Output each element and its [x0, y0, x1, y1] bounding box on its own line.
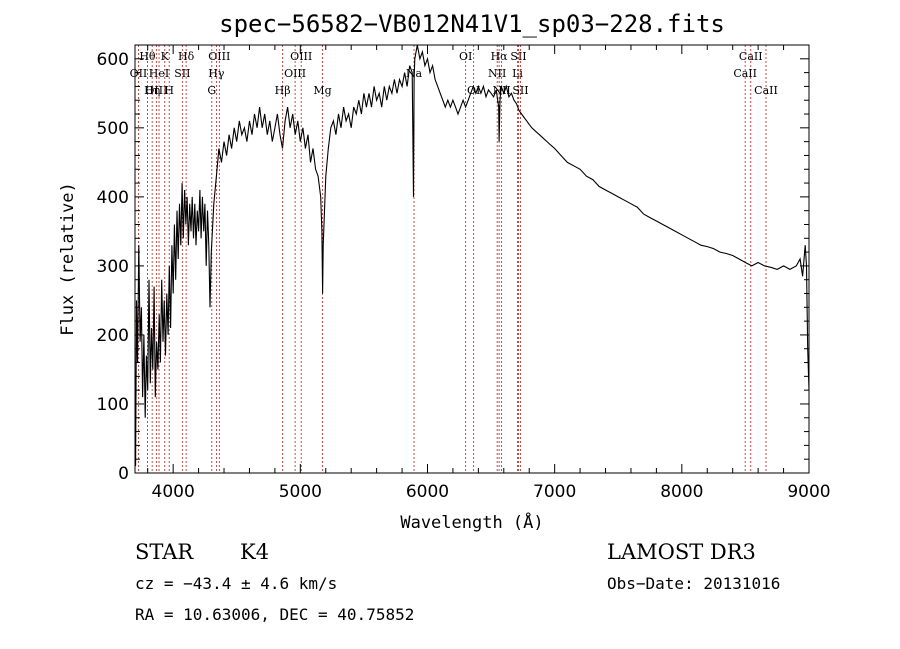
x-tick-label: 8000	[660, 482, 703, 502]
line-label-5: Hη	[144, 84, 160, 97]
line-label-1: OII	[130, 67, 148, 80]
spectrum-series	[135, 44, 810, 467]
line-label-3: K	[161, 50, 170, 63]
x-tick-label: 7000	[533, 482, 576, 502]
line-label-19: Hα	[491, 50, 509, 63]
line-label-7: SII	[174, 67, 190, 80]
line-label-20: SII	[510, 50, 526, 63]
series-line-flux	[135, 44, 810, 467]
line-label-26: CaII	[733, 67, 757, 80]
line-label-11: G	[207, 84, 216, 97]
y-tick-label: 200	[97, 326, 129, 346]
sky-coordinates: RA = 10.63006, DEC = 40.75852	[135, 605, 414, 624]
x-tick-label: 4000	[152, 482, 195, 502]
line-label-15: Mg	[313, 84, 331, 97]
line-label-8: H	[164, 84, 174, 97]
line-label-21: NII	[488, 67, 506, 80]
x-axis-ticks: 4000 5000 6000 7000 8000 9000	[147, 45, 831, 502]
y-axis-ticks: 0 100 200 300 400 500 600	[97, 44, 809, 484]
line-label-17: OI	[459, 50, 472, 63]
chart-title: spec−56582−VB012N41V1_sp03−228.fits	[219, 10, 725, 38]
y-tick-label: 500	[97, 119, 129, 139]
line-label-6: Hδ	[178, 50, 195, 63]
line-label-27: CaII	[754, 84, 778, 97]
object-class: STAR	[135, 540, 194, 564]
y-axis-label: Flux (relative)	[58, 182, 78, 336]
plot-frame	[134, 44, 810, 474]
line-label-22: Li	[512, 67, 523, 80]
x-tick-label: 6000	[406, 482, 449, 502]
line-label-4: HeI	[149, 67, 169, 80]
line-label-0: Hθ	[139, 50, 156, 63]
redshift-readout: cz = −43.4 ± 4.6 km/s	[135, 574, 337, 593]
object-subclass: K4	[240, 540, 269, 564]
line-label-25: CaII	[739, 50, 763, 63]
line-label-14: Hβ	[275, 84, 291, 97]
x-axis-label: Wavelength (Å)	[400, 511, 543, 533]
line-label-24: SII	[512, 84, 528, 97]
x-tick-label: 5000	[279, 482, 322, 502]
y-tick-label: 600	[97, 50, 129, 70]
line-label-9: OIII	[208, 50, 230, 63]
line-label-12: OIII	[290, 50, 312, 63]
line-label-10: Hγ	[208, 67, 225, 80]
x-tick-label: 9000	[787, 482, 830, 502]
observation-date: Obs−Date: 20131016	[607, 574, 780, 593]
y-tick-label: 400	[97, 188, 129, 208]
line-label-2: OIII	[145, 84, 167, 97]
y-tick-label: 300	[97, 257, 129, 277]
line-label-13: OIII	[284, 67, 306, 80]
y-tick-label: 0	[118, 464, 129, 484]
y-tick-label: 100	[97, 395, 129, 415]
survey-name: LAMOST DR3	[607, 540, 756, 564]
